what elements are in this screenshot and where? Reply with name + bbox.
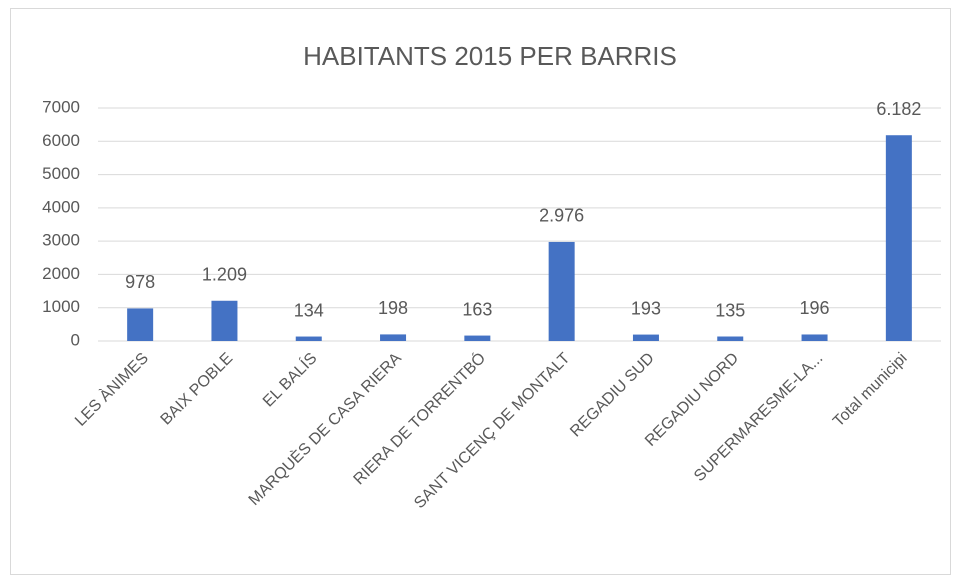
value-label: 198: [378, 298, 408, 318]
bar: [801, 334, 828, 341]
bar: [211, 300, 238, 341]
y-tick-label: 3000: [42, 231, 80, 250]
value-label: 978: [125, 272, 155, 292]
y-tick-label: 0: [71, 330, 80, 349]
chart-border: [10, 8, 951, 575]
value-label: 135: [715, 300, 745, 320]
y-tick-label: 7000: [42, 97, 80, 116]
value-label: 6.182: [876, 99, 921, 119]
value-label: 196: [800, 298, 830, 318]
y-tick-label: 5000: [42, 164, 80, 183]
value-label: 193: [631, 298, 661, 318]
y-tick-label: 4000: [42, 197, 80, 216]
y-tick-label: 2000: [42, 264, 80, 283]
y-tick-label: 1000: [42, 297, 80, 316]
bar: [295, 336, 322, 341]
value-label: 134: [294, 300, 324, 320]
bar: [380, 334, 407, 341]
bar: [717, 336, 744, 341]
chart-title: HABITANTS 2015 PER BARRIS: [303, 41, 677, 71]
value-label: 163: [462, 299, 492, 319]
bar: [548, 241, 575, 341]
bar: [127, 308, 154, 341]
y-tick-label: 6000: [42, 131, 80, 150]
bar: [632, 334, 659, 341]
bar: [885, 135, 912, 341]
bar: [464, 335, 491, 341]
value-label: 2.976: [539, 206, 584, 226]
value-label: 1.209: [202, 265, 247, 285]
